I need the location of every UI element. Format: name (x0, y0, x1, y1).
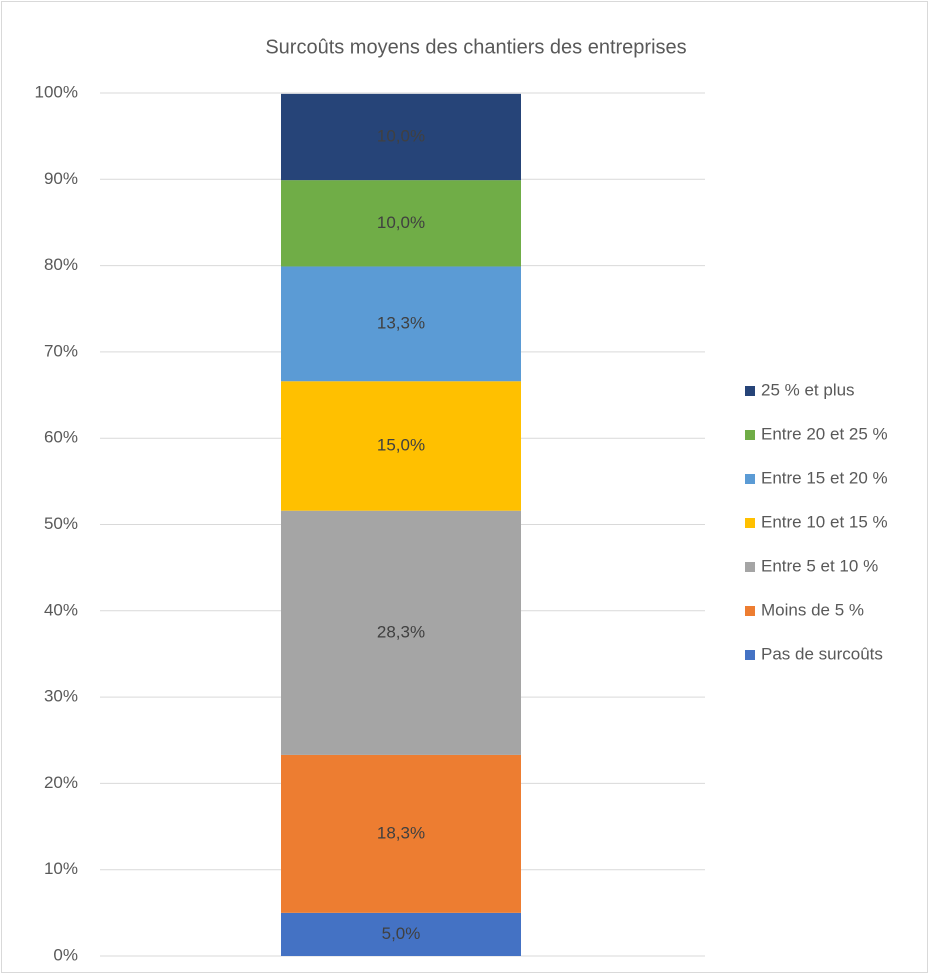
y-tick-label: 0% (53, 945, 78, 964)
data-label: 28,3% (377, 622, 425, 641)
data-label: 15,0% (377, 435, 425, 454)
bar-segment (281, 266, 521, 382)
legend-label: Entre 10 et 15 % (761, 512, 888, 531)
bar-segment (281, 912, 521, 956)
bar-segment (281, 510, 521, 755)
data-label: 13,3% (377, 313, 425, 332)
y-tick-label: 40% (44, 600, 78, 619)
y-tick-label: 30% (44, 687, 78, 706)
legend-swatch (745, 606, 755, 616)
legend-label: 25 % et plus (761, 380, 855, 399)
legend-swatch (745, 430, 755, 440)
legend-label: Entre 15 et 20 % (761, 468, 888, 487)
chart-title: Surcoûts moyens des chantiers des entrep… (265, 36, 686, 58)
legend-swatch (745, 474, 755, 484)
legend-swatch (745, 518, 755, 528)
y-tick-label: 100% (35, 82, 78, 101)
bar-segment (281, 381, 521, 511)
legend-swatch (745, 650, 755, 660)
y-tick-label: 70% (44, 341, 78, 360)
data-label: 5,0% (382, 924, 421, 943)
bar-segment (281, 754, 521, 913)
legend-swatch (745, 562, 755, 572)
legend-swatch (745, 386, 755, 396)
y-tick-label: 20% (44, 773, 78, 792)
legend-label: Pas de surcoûts (761, 644, 883, 663)
bar-segment (281, 93, 521, 181)
data-label: 18,3% (377, 823, 425, 842)
data-label: 10,0% (377, 126, 425, 145)
legend-label: Entre 5 et 10 % (761, 556, 878, 575)
y-tick-label: 10% (44, 859, 78, 878)
legend-label: Moins de 5 % (761, 600, 864, 619)
legend-label: Entre 20 et 25 % (761, 424, 888, 443)
y-tick-label: 80% (44, 255, 78, 274)
data-label: 10,0% (377, 213, 425, 232)
y-tick-label: 50% (44, 514, 78, 533)
y-tick-label: 90% (44, 169, 78, 188)
y-tick-label: 60% (44, 428, 78, 447)
bar-segment (281, 180, 521, 267)
